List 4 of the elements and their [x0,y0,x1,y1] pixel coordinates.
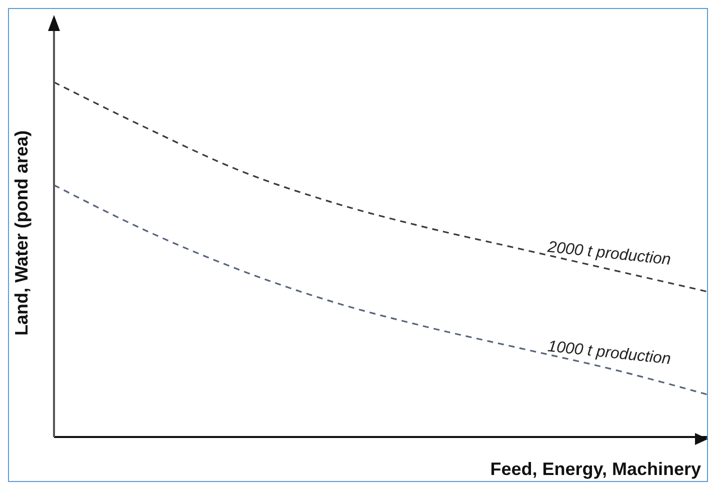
x-axis-title: Feed, Energy, Machinery [490,459,701,479]
text: 1000 t production [546,338,672,368]
text: 2000 t production [546,238,672,269]
y-axis-title: Land, Water (pond area) [11,130,32,336]
